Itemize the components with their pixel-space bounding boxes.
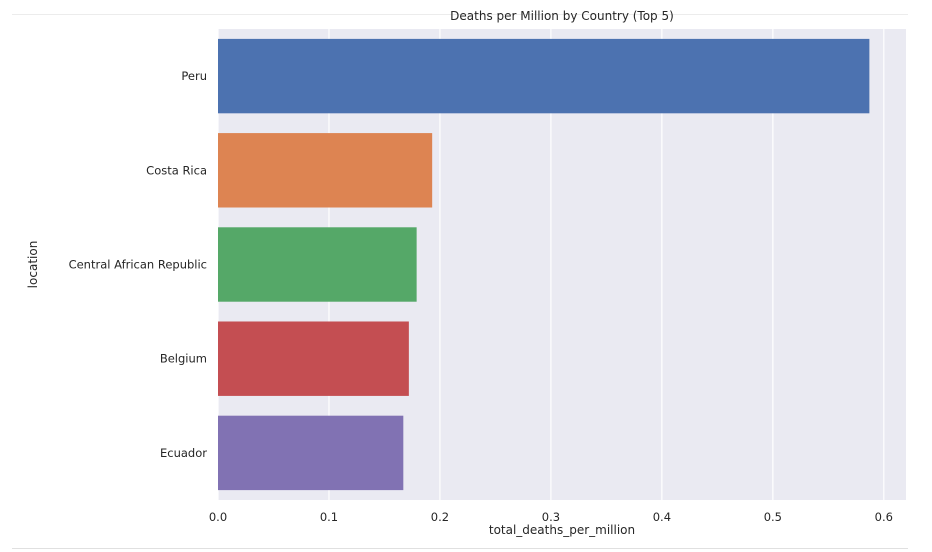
bar-belgium bbox=[218, 321, 409, 396]
x-tick-label: 0.0 bbox=[209, 510, 227, 524]
y-tick-label: Belgium bbox=[160, 352, 207, 366]
bottom-divider bbox=[12, 548, 908, 549]
x-tick-labels: 0.0 0.1 0.2 0.3 0.4 0.5 0.6 bbox=[209, 510, 893, 524]
y-tick-label: Costa Rica bbox=[146, 163, 207, 177]
x-axis-title: total_deaths_per_million bbox=[489, 523, 635, 537]
y-tick-label: Ecuador bbox=[160, 446, 207, 460]
chart-title: Deaths per Million by Country (Top 5) bbox=[450, 9, 674, 23]
bar-costa-rica bbox=[218, 133, 433, 208]
x-tick-label: 0.5 bbox=[764, 510, 782, 524]
bar-central-african-republic bbox=[218, 227, 417, 302]
x-tick-label: 0.3 bbox=[542, 510, 560, 524]
x-tick-label: 0.2 bbox=[431, 510, 449, 524]
top-divider bbox=[12, 14, 908, 15]
y-tick-label: Central African Republic bbox=[69, 258, 207, 272]
bar-peru bbox=[218, 38, 870, 114]
bar-ecuador bbox=[218, 415, 404, 491]
x-tick-label: 0.4 bbox=[653, 510, 671, 524]
x-tick-label: 0.1 bbox=[320, 510, 338, 524]
bars-group bbox=[218, 38, 870, 491]
y-axis-title: location bbox=[26, 241, 40, 289]
y-tick-label: Peru bbox=[181, 69, 207, 83]
y-tick-labels: Peru Costa Rica Central African Republic Be… bbox=[69, 69, 208, 460]
x-tick-label: 0.6 bbox=[875, 510, 893, 524]
